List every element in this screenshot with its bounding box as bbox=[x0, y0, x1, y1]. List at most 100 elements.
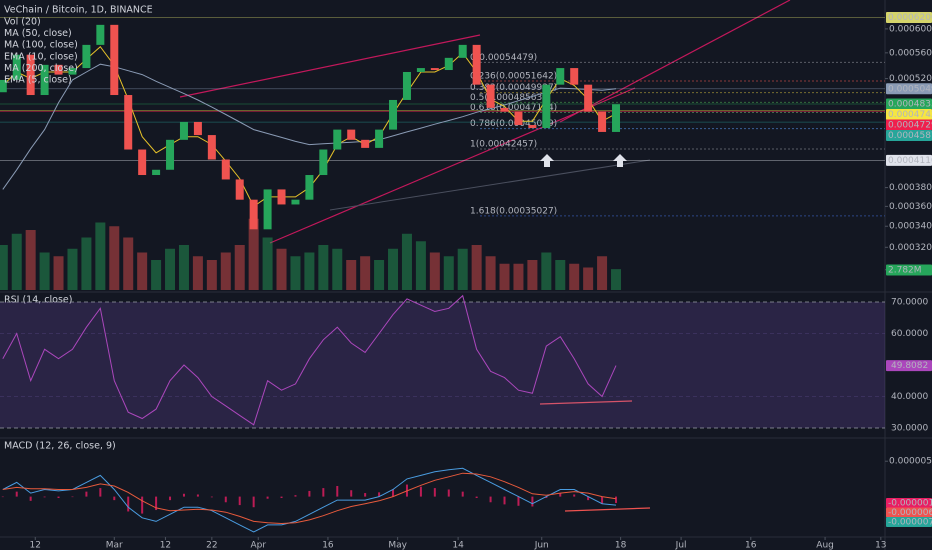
candle bbox=[68, 68, 77, 75]
candle bbox=[514, 111, 523, 126]
candle bbox=[96, 24, 105, 45]
trend-line bbox=[329, 159, 651, 211]
volume-bar bbox=[443, 256, 454, 290]
price-label: 0.00041100 bbox=[888, 156, 932, 166]
candle bbox=[556, 68, 565, 85]
x-tick-label: 16 bbox=[745, 541, 757, 550]
candle bbox=[235, 179, 244, 200]
candle bbox=[319, 149, 328, 176]
volume-bar bbox=[583, 267, 594, 290]
candle bbox=[584, 84, 593, 112]
indicator-line bbox=[2, 63, 617, 190]
x-tick-label: 12 bbox=[160, 541, 171, 550]
histogram-bar bbox=[447, 489, 450, 497]
candle bbox=[389, 99, 398, 130]
histogram-bar bbox=[85, 491, 88, 497]
candle bbox=[305, 175, 314, 200]
volume-bar bbox=[11, 233, 22, 290]
volume-bar bbox=[248, 218, 259, 290]
candle bbox=[347, 129, 356, 140]
rsi-label-box bbox=[886, 360, 932, 372]
histogram-bar bbox=[155, 496, 158, 511]
volume-bar bbox=[499, 263, 510, 290]
volume-bar bbox=[360, 256, 371, 290]
histogram-bar bbox=[113, 496, 116, 501]
legend-entry: EMA (10, close) bbox=[4, 51, 78, 62]
volume-bar bbox=[25, 230, 36, 290]
price-label-box bbox=[886, 119, 932, 131]
y-tick-label: 30.0000 bbox=[891, 423, 928, 433]
volume-label-box bbox=[886, 264, 932, 276]
volume-bar bbox=[541, 252, 552, 290]
price-label: 0.00047423 bbox=[888, 110, 932, 120]
price-label: 0.00062000 bbox=[888, 13, 932, 23]
candle bbox=[444, 57, 453, 71]
histogram-bar bbox=[545, 496, 548, 499]
candle bbox=[277, 189, 286, 205]
candle bbox=[570, 68, 579, 85]
volume-bar bbox=[262, 237, 273, 290]
histogram-bar bbox=[308, 490, 311, 497]
legend-entry: Vol (20) bbox=[4, 17, 41, 28]
fib-label: 0.618(0.00047184) bbox=[470, 103, 557, 113]
volume-bar bbox=[304, 252, 315, 290]
volume-bar bbox=[485, 256, 496, 290]
volume-bar bbox=[67, 248, 78, 290]
volume-bar bbox=[513, 263, 524, 290]
rsi-title: RSI (14, close) bbox=[4, 295, 72, 306]
candle bbox=[333, 129, 342, 150]
histogram-bar bbox=[364, 493, 367, 497]
histogram-bar bbox=[182, 493, 185, 497]
volume-bar bbox=[457, 248, 468, 290]
y-tick-label: 0.00032000 bbox=[889, 243, 932, 253]
x-tick-label: May bbox=[388, 541, 407, 550]
chart-title: VeChain / Bitcoin, 1D, BINANCE bbox=[4, 5, 153, 16]
volume-bar bbox=[415, 241, 426, 290]
x-tick-label: 22 bbox=[206, 541, 217, 550]
histogram-bar bbox=[517, 496, 520, 506]
x-tick-label: 18 bbox=[615, 541, 627, 550]
y-tick-label: 0.00056000 bbox=[889, 48, 932, 58]
trend-line bbox=[559, 0, 791, 123]
histogram-bar bbox=[573, 494, 576, 497]
candle bbox=[612, 104, 621, 132]
price-label-box bbox=[886, 130, 932, 142]
trend-lines bbox=[179, 0, 791, 512]
candle bbox=[152, 169, 161, 176]
x-tick-label: Mar bbox=[106, 541, 123, 550]
y-tick-label: 0.00034000 bbox=[889, 222, 932, 232]
volume-bar bbox=[206, 260, 217, 290]
volume-bar bbox=[276, 248, 287, 290]
histogram-bar bbox=[252, 496, 255, 508]
volume-bar bbox=[39, 252, 50, 290]
fib-label: 0.5(0.00048563) bbox=[470, 93, 546, 103]
volume-bar bbox=[611, 269, 622, 290]
rsi-line bbox=[2, 294, 617, 426]
histogram-bar bbox=[531, 496, 534, 507]
candle bbox=[207, 135, 216, 160]
volume-bar bbox=[178, 245, 189, 290]
trend-line bbox=[179, 34, 481, 98]
volume-bar bbox=[192, 256, 203, 290]
y-tick-label: 0.00038000 bbox=[889, 183, 932, 193]
y-tick-label: 0.00036000 bbox=[889, 202, 932, 212]
x-tick-label: Apr bbox=[250, 541, 266, 550]
candle bbox=[124, 95, 133, 150]
histogram-bar bbox=[392, 489, 395, 497]
candle bbox=[375, 129, 384, 148]
candle bbox=[40, 64, 49, 96]
histogram-bar bbox=[238, 496, 241, 506]
histogram-bar bbox=[169, 496, 172, 501]
y-tick-label: 0.00060000 bbox=[889, 24, 932, 34]
candle bbox=[54, 64, 63, 75]
y-tick-label: 40.0000 bbox=[891, 392, 928, 402]
histogram-bar bbox=[294, 495, 297, 497]
candle bbox=[263, 189, 272, 230]
divergence-line bbox=[539, 400, 633, 405]
histogram-bar bbox=[433, 488, 436, 497]
candle bbox=[179, 121, 188, 140]
price-label-box bbox=[886, 154, 932, 166]
histogram-bar bbox=[503, 496, 506, 505]
volume-bar bbox=[234, 245, 245, 290]
